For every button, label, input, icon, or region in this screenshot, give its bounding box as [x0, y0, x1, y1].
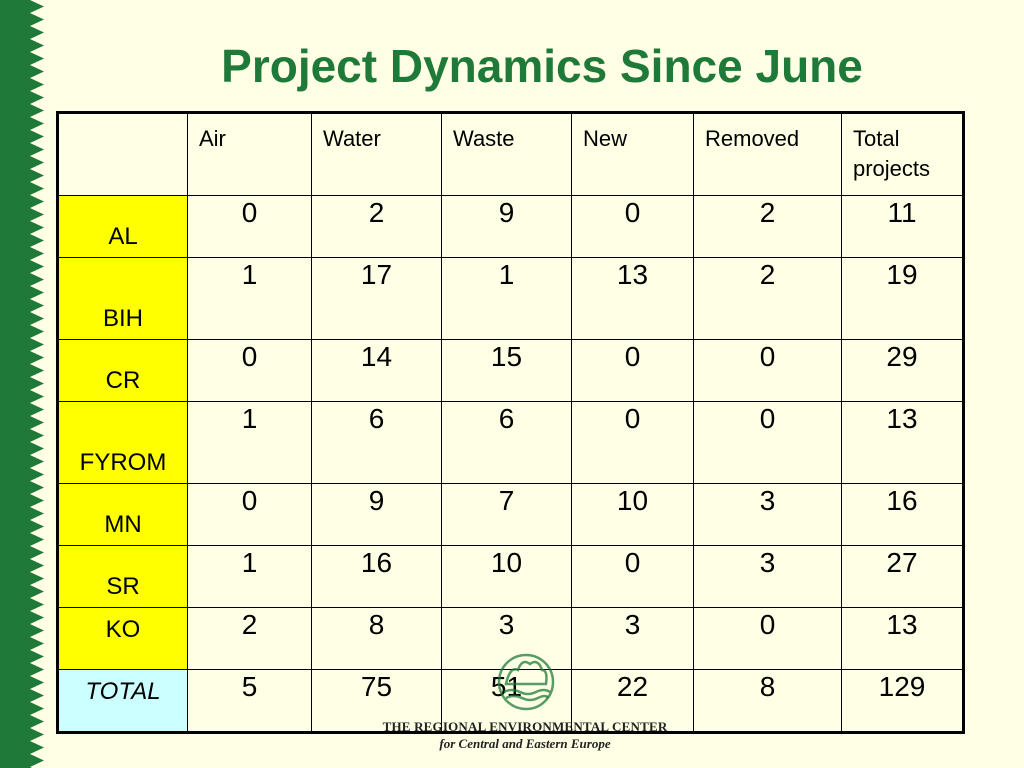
cell-new: 0 — [571, 401, 694, 484]
cell-air: 2 — [187, 607, 312, 670]
row-label: SR — [57, 545, 188, 608]
cell-waste: 7 — [441, 483, 572, 546]
table-header-row: Air Water Waste New Removed Total projec… — [57, 112, 964, 196]
cell-waste: 9 — [441, 195, 572, 258]
row-label: KO — [57, 607, 188, 670]
cell-removed: 2 — [693, 257, 842, 340]
header-air: Air — [187, 112, 312, 196]
table-row: SR 1 16 10 0 3 27 — [57, 545, 964, 608]
cell-water: 6 — [311, 401, 442, 484]
page-title: Project Dynamics Since June — [221, 40, 863, 92]
total-new: 22 — [571, 669, 694, 733]
rec-logo-icon — [497, 653, 555, 711]
cell-waste: 15 — [441, 339, 572, 402]
cell-new: 0 — [571, 339, 694, 402]
cell-water: 2 — [311, 195, 442, 258]
total-total-projects: 129 — [841, 669, 964, 733]
cell-air: 0 — [187, 483, 312, 546]
cell-new: 13 — [571, 257, 694, 340]
cell-total: 11 — [841, 195, 964, 258]
cell-water: 16 — [311, 545, 442, 608]
cell-total: 19 — [841, 257, 964, 340]
cell-total: 27 — [841, 545, 964, 608]
cell-air: 0 — [187, 339, 312, 402]
header-removed: Removed — [693, 112, 842, 196]
table-row: CR 0 14 15 0 0 29 — [57, 339, 964, 402]
cell-air: 0 — [187, 195, 312, 258]
cell-water: 14 — [311, 339, 442, 402]
header-empty-cell — [57, 112, 188, 196]
total-removed: 8 — [693, 669, 842, 733]
cell-removed: 3 — [693, 545, 842, 608]
header-waste: Waste — [441, 112, 572, 196]
cell-removed: 2 — [693, 195, 842, 258]
cell-waste: 10 — [441, 545, 572, 608]
row-label: FYROM — [57, 401, 188, 484]
cell-new: 10 — [571, 483, 694, 546]
total-label: TOTAL — [57, 669, 188, 733]
cell-water: 9 — [311, 483, 442, 546]
cell-air: 1 — [187, 401, 312, 484]
row-label: AL — [57, 195, 188, 258]
cell-water: 17 — [311, 257, 442, 340]
row-label: CR — [57, 339, 188, 402]
cell-removed: 3 — [693, 483, 842, 546]
row-label: BIH — [57, 257, 188, 340]
footer-org-subtitle: for Central and Eastern Europe — [439, 736, 611, 751]
row-label: MN — [57, 483, 188, 546]
project-table: Air Water Waste New Removed Total projec… — [56, 111, 965, 734]
cell-new: 3 — [571, 607, 694, 670]
cell-removed: 0 — [693, 339, 842, 402]
cell-waste: 6 — [441, 401, 572, 484]
cell-air: 1 — [187, 257, 312, 340]
cell-total: 13 — [841, 401, 964, 484]
total-air: 5 — [187, 669, 312, 733]
cell-air: 1 — [187, 545, 312, 608]
cell-water: 8 — [311, 607, 442, 670]
header-water: Water — [311, 112, 442, 196]
footer-org-name: THE REGIONAL ENVIRONMENTAL CENTER — [382, 719, 668, 734]
table-row: MN 0 9 7 10 3 16 — [57, 483, 964, 546]
cell-total: 16 — [841, 483, 964, 546]
footer: THE REGIONAL ENVIRONMENTAL CENTER for Ce… — [380, 718, 670, 752]
cell-removed: 0 — [693, 607, 842, 670]
table-row: BIH 1 17 1 13 2 19 — [57, 257, 964, 340]
total-water: 75 — [311, 669, 442, 733]
cell-removed: 0 — [693, 401, 842, 484]
cell-waste: 1 — [441, 257, 572, 340]
header-new: New — [571, 112, 694, 196]
cell-total: 29 — [841, 339, 964, 402]
zigzag-border-icon — [0, 0, 44, 768]
cell-new: 0 — [571, 545, 694, 608]
cell-new: 0 — [571, 195, 694, 258]
table-row: FYROM 1 6 6 0 0 13 — [57, 401, 964, 484]
cell-total: 13 — [841, 607, 964, 670]
table-row: KO 2 8 3 3 0 13 — [57, 607, 964, 670]
table-row: AL 0 2 9 0 2 11 — [57, 195, 964, 258]
header-total-projects: Total projects — [841, 112, 964, 196]
